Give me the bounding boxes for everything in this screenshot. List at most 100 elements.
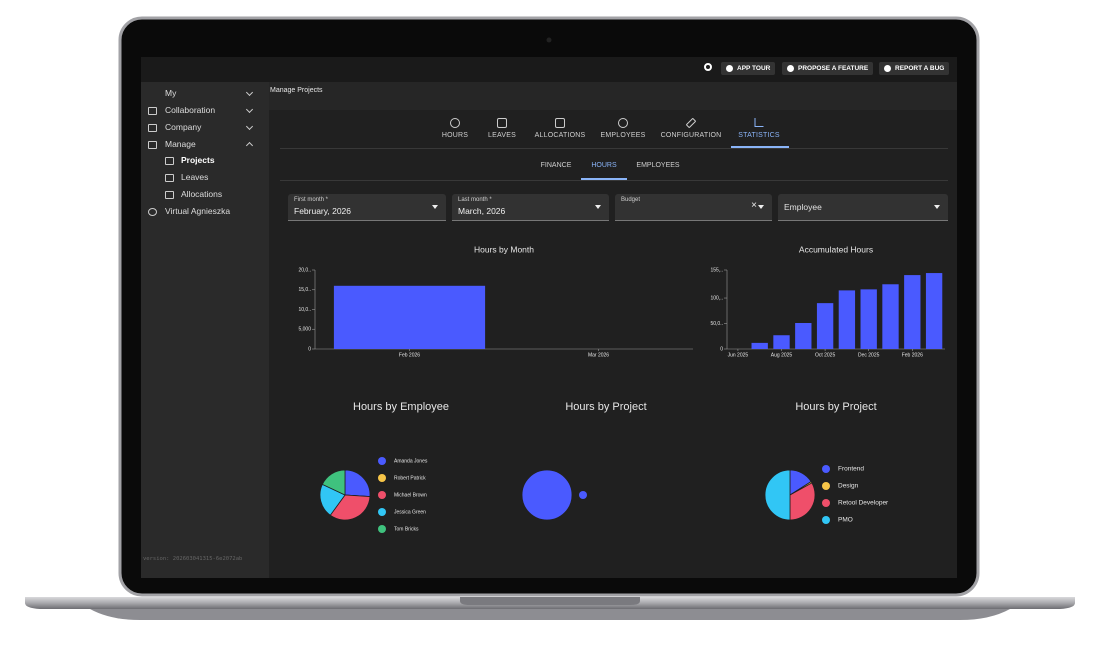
nav-item[interactable]: Projects — [181, 155, 215, 165]
subtab[interactable]: FINANCE — [540, 162, 572, 169]
pie-slice — [321, 469, 346, 496]
nav-icon — [165, 157, 174, 165]
nav-item[interactable]: Collaboration — [165, 105, 216, 115]
y-tick-label: 5,000 — [298, 327, 311, 333]
chart-title: Hours by Employee — [353, 401, 449, 413]
pie-slice — [789, 482, 816, 521]
x-tick-label: Feb 2026 — [399, 352, 420, 358]
bar — [816, 303, 834, 349]
app-tour-button[interactable]: APP TOUR — [721, 62, 776, 75]
bar — [860, 289, 877, 349]
nav-item[interactable]: Virtual Agnieszka — [165, 206, 231, 216]
nav-item[interactable]: Leaves — [181, 172, 209, 182]
legend-swatch — [579, 491, 587, 499]
tab[interactable]: CONFIGURATION — [660, 132, 722, 139]
clear-icon[interactable]: × — [751, 200, 757, 211]
legend-swatch — [822, 482, 830, 490]
settings-icon[interactable] — [704, 63, 712, 71]
legend-swatch — [378, 525, 386, 533]
legend-label: Jessica Green — [394, 509, 426, 515]
field-value: February, 2026 — [294, 206, 352, 216]
legend-swatch — [822, 516, 830, 524]
propose-feature-button[interactable]: PROPOSE A FEATURE — [782, 62, 874, 75]
tab[interactable]: EMPLOYEES — [600, 132, 646, 139]
nav-icon — [148, 107, 157, 115]
pie-chart: Hours by Employee Amanda Jones Robert Patr… — [319, 401, 449, 533]
last-month-select[interactable]: Last month * March, 2026 — [452, 194, 609, 221]
version: version: 202603041315-6e2072ab — [143, 556, 243, 562]
tab[interactable]: HOURS — [441, 132, 469, 139]
legend-swatch — [822, 465, 830, 473]
legend-swatch — [822, 499, 830, 507]
bar — [333, 285, 486, 349]
bar — [925, 273, 943, 349]
nav-item[interactable]: Company — [165, 122, 202, 132]
legend-label: Tom Bricks — [394, 526, 419, 532]
bar — [795, 323, 812, 349]
nav-item[interactable]: Manage — [165, 139, 196, 149]
y-tick-label: 50,0.. — [710, 321, 723, 327]
nav-icon — [148, 208, 157, 216]
tab-icon — [618, 118, 628, 128]
report-bug-button[interactable]: REPORT A BUG — [879, 62, 950, 75]
bar-chart: Accumulated Hours 0 50,0.. 100,.. 155,.. Jun … — [710, 244, 945, 358]
divider — [280, 180, 948, 181]
field-label: Budget — [621, 197, 641, 203]
employee-select[interactable]: Employee — [778, 194, 948, 221]
legend-swatch — [378, 457, 386, 465]
chart-title: Hours by Project — [565, 401, 646, 413]
y-tick-label: 10,0.. — [298, 307, 311, 313]
legend-swatch — [378, 508, 386, 516]
budget-select[interactable]: Budget × — [615, 194, 772, 221]
subtab[interactable]: EMPLOYEES — [636, 162, 680, 169]
breadcrumb-bar — [269, 82, 957, 110]
pie-chart: Hours by Project Frontend Design Retool Dev… — [764, 401, 889, 524]
chart-title: Accumulated Hours — [799, 244, 873, 254]
bar — [882, 284, 899, 349]
dropdown-arrow — [432, 205, 438, 209]
x-tick-label: Mar 2026 — [588, 352, 609, 358]
y-tick-label: 15,0.. — [298, 287, 311, 293]
nav-icon — [165, 191, 174, 199]
notch — [460, 597, 640, 605]
subtab-indicator — [581, 178, 627, 180]
legend-swatch — [378, 491, 386, 499]
nav-item[interactable]: Allocations — [181, 189, 223, 199]
tab-icon — [754, 118, 764, 127]
bar-chart: Hours by Month 0 5,000 10,0.. 15,0.. 20,0.. Fe… — [298, 244, 693, 358]
pie-chart: Hours by Project — [521, 401, 647, 521]
pie-slice — [344, 469, 371, 497]
tab-icon — [555, 118, 565, 128]
tab[interactable]: LEAVES — [488, 132, 516, 139]
nav-icon — [148, 124, 157, 132]
x-tick-label: Feb 2026 — [902, 352, 923, 358]
pie-slice — [521, 469, 573, 521]
tab[interactable]: ALLOCATIONS — [534, 132, 586, 139]
sidebar — [141, 82, 269, 578]
dropdown-arrow — [595, 205, 601, 209]
y-tick-label: 100,.. — [710, 295, 723, 301]
legend-label: PMO — [838, 517, 853, 524]
y-tick-label: 155,.. — [710, 267, 723, 273]
y-tick-label: 0 — [720, 346, 723, 352]
x-tick-label: Dec 2025 — [858, 352, 880, 358]
bar — [838, 290, 856, 349]
x-tick-label: Oct 2025 — [815, 352, 836, 358]
tab[interactable]: STATISTICS — [738, 132, 780, 139]
breadcrumb: Manage Projects — [270, 87, 323, 94]
legend-label: Design — [838, 483, 859, 490]
dropdown-arrow — [934, 205, 940, 209]
nav-item[interactable]: My — [165, 88, 177, 98]
tab-icon — [450, 118, 460, 128]
bar — [904, 275, 921, 349]
legend-label: Amanda Jones — [394, 458, 428, 464]
field-label: Last month * — [458, 197, 492, 203]
bar — [751, 342, 768, 349]
subtab[interactable]: HOURS — [591, 162, 617, 169]
camera — [546, 37, 552, 43]
y-tick-label: 0 — [308, 346, 311, 352]
chart-title: Hours by Project — [795, 401, 876, 413]
pie-slice — [329, 494, 371, 521]
first-month-select[interactable]: First month * February, 2026 — [288, 194, 446, 221]
